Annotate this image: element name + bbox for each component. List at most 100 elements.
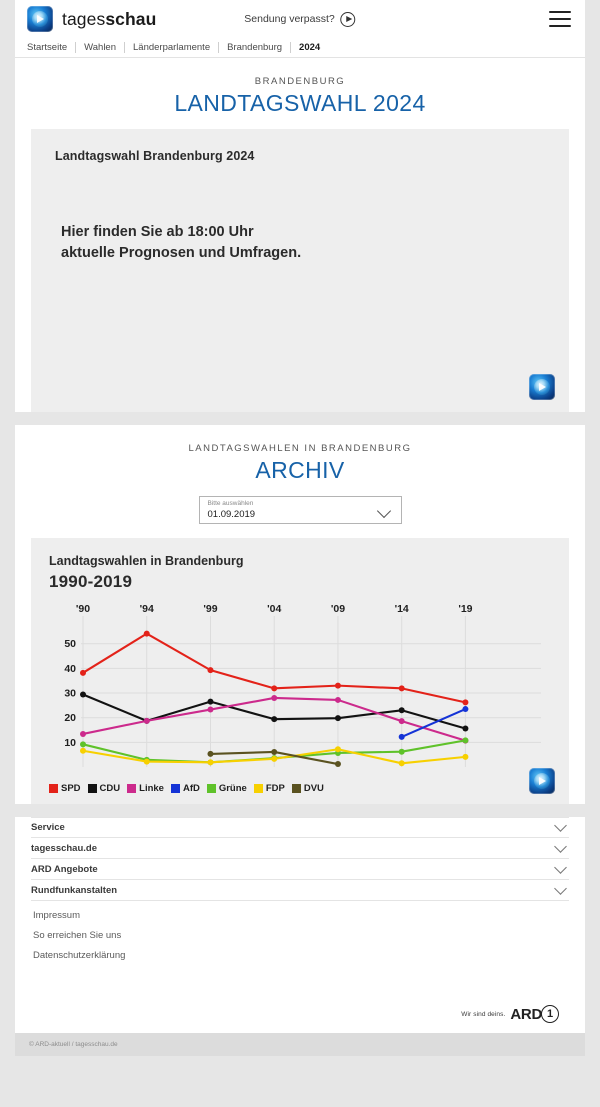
legend-label: Grüne xyxy=(218,783,247,794)
svg-text:'90: '90 xyxy=(76,603,90,615)
tagesschau-logo-link[interactable]: tagesschau xyxy=(27,6,156,32)
archive-date-select[interactable]: Bitte auswählen 01.09.2019 xyxy=(198,496,402,524)
archive-select-value: 01.09.2019 xyxy=(207,508,256,520)
copyright-bar: © ARD-aktuell / tagesschau.de xyxy=(15,1033,585,1056)
breadcrumb-separator xyxy=(75,42,77,53)
chart-title: Landtagswahlen in Brandenburg xyxy=(49,554,244,568)
legend-label: Linke xyxy=(139,783,164,794)
legend-swatch-icon xyxy=(127,784,137,793)
footer-accordion-label: ARD Angebote xyxy=(31,863,98,875)
svg-text:20: 20 xyxy=(64,712,76,724)
header-top-bar: tagesschau Sendung verpasst? xyxy=(15,0,585,38)
site-footer: Service tagesschau.de ARD Angebote Rundf… xyxy=(15,817,585,1033)
site-header: tagesschau Sendung verpasst? Startseite … xyxy=(15,0,585,58)
brand-wordmark-light: tages xyxy=(62,8,106,29)
legend-item-grüne[interactable]: Grüne xyxy=(206,783,247,794)
sendung-verpasst-label: Sendung verpasst? xyxy=(244,13,335,25)
legend-swatch-icon xyxy=(49,784,58,793)
footer-shell: Service tagesschau.de ARD Angebote Rundf… xyxy=(15,817,585,1056)
section-gap xyxy=(0,412,600,425)
election-section-title: BRANDENBURG LANDTAGSWAHL 2024 xyxy=(15,58,585,129)
legend-label: SPD xyxy=(61,783,81,794)
tagesschau-badge-icon xyxy=(529,374,555,400)
copyright-text: © ARD-aktuell / tagesschau.de xyxy=(29,1041,118,1048)
svg-text:'14: '14 xyxy=(395,603,409,615)
footer-accordion-ard-angebote[interactable]: ARD Angebote xyxy=(31,859,569,880)
sendung-verpasst-link[interactable]: Sendung verpasst? xyxy=(244,11,356,27)
archive-section-title: LANDTAGSWAHLEN IN BRANDENBURG ARCHIV xyxy=(15,425,585,496)
archive-chart-card: Landtagswahlen in Brandenburg 1990-2019 … xyxy=(31,538,569,804)
footer-link-impressum[interactable]: Impressum xyxy=(33,910,80,921)
ard-claim-text: Wir sind deins. xyxy=(461,1010,506,1018)
tagesschau-logo-icon xyxy=(27,6,53,32)
breadcrumb-item-2024: 2024 xyxy=(299,42,321,53)
legend-item-cdu[interactable]: CDU xyxy=(87,783,121,794)
breadcrumb-separator xyxy=(290,42,292,53)
hamburger-icon-line xyxy=(549,11,571,13)
election-kicker: BRANDENBURG xyxy=(254,76,346,87)
election-headline: LANDTAGSWAHL 2024 xyxy=(174,90,426,116)
breadcrumb-item-brandenburg[interactable]: Brandenburg xyxy=(227,42,283,53)
teaser-heading: Landtagswahl Brandenburg 2024 xyxy=(55,149,255,163)
ard-logo-icon: ARD xyxy=(510,1005,559,1023)
chart-subtitle: 1990-2019 xyxy=(49,572,133,591)
teaser-body: Hier finden Sie ab 18:00 Uhr aktuelle Pr… xyxy=(61,222,301,265)
chevron-down-icon[interactable] xyxy=(554,860,567,874)
svg-text:'99: '99 xyxy=(203,603,217,615)
legend-label: DVU xyxy=(303,783,324,794)
brand-wordmark: tagesschau xyxy=(62,9,156,30)
menu-button[interactable] xyxy=(549,11,571,27)
legend-item-fdp[interactable]: FDP xyxy=(253,783,285,794)
footer-link-kontakt[interactable]: So erreichen Sie uns xyxy=(33,930,122,941)
footer-accordion-label: Rundfunkanstalten xyxy=(31,884,118,896)
legend-label: CDU xyxy=(99,783,121,794)
svg-text:40: 40 xyxy=(64,663,76,675)
svg-text:'94: '94 xyxy=(140,603,154,615)
svg-text:'19: '19 xyxy=(458,603,472,615)
chart-svg: '90 '94 '99 '04 '09 '14 '19 10 20 30 40 50 xyxy=(64,603,541,768)
chart-legend: SPD CDU Linke AfD Grüne FDP DVU xyxy=(49,783,551,794)
footer-accordion-service[interactable]: Service xyxy=(31,817,569,838)
chevron-down-icon[interactable] xyxy=(554,819,567,832)
svg-text:'09: '09 xyxy=(331,603,345,615)
legend-swatch-icon xyxy=(291,784,301,793)
hamburger-icon-line xyxy=(549,18,571,20)
footer-accordion-tagesschau-de[interactable]: tagesschau.de xyxy=(31,838,569,859)
chevron-down-icon[interactable] xyxy=(554,839,567,853)
legend-label: FDP xyxy=(265,783,285,794)
legend-item-linke[interactable]: Linke xyxy=(127,783,164,794)
breadcrumb-separator xyxy=(124,42,125,53)
svg-text:10: 10 xyxy=(64,737,76,749)
archive-kicker: LANDTAGSWAHLEN IN BRANDENBURG xyxy=(188,443,412,454)
svg-text:30: 30 xyxy=(64,688,76,700)
hamburger-icon-line xyxy=(549,25,571,27)
legend-label: AfD xyxy=(182,783,200,794)
archive-headline: ARCHIV xyxy=(255,457,345,483)
svg-text:'04: '04 xyxy=(267,603,281,615)
chevron-down-icon[interactable] xyxy=(554,881,567,895)
legend-item-afd[interactable]: AfD xyxy=(170,783,200,794)
legend-swatch-icon xyxy=(206,784,216,793)
breadcrumb-item-wahlen[interactable]: Wahlen xyxy=(84,42,116,53)
svg-text:50: 50 xyxy=(64,638,76,650)
legend-item-spd[interactable]: SPD xyxy=(49,783,81,794)
archive-shell: LANDTAGSWAHLEN IN BRANDENBURG ARCHIV Bit… xyxy=(15,425,585,804)
ard-one-icon xyxy=(541,1005,559,1023)
ard-logo-block: Wir sind deins. ARD xyxy=(31,961,569,1033)
section-gap xyxy=(0,804,600,817)
brand-wordmark-bold: schau xyxy=(105,8,157,29)
footer-accordion-label: Service xyxy=(31,822,65,833)
archive-select-wrap: Bitte auswählen 01.09.2019 xyxy=(15,496,585,538)
election-teaser-card[interactable]: Landtagswahl Brandenburg 2024 Hier finde… xyxy=(31,129,569,412)
teaser-body-line-1: Hier finden Sie ab 18:00 Uhr xyxy=(61,224,254,240)
breadcrumb-item-laenderparlamente[interactable]: Länderparlamente xyxy=(133,42,211,53)
teaser-body-line-2: aktuelle Prognosen und Umfragen. xyxy=(61,245,302,262)
breadcrumb-separator xyxy=(218,42,220,53)
legend-swatch-icon xyxy=(87,784,97,793)
breadcrumb-item-startseite[interactable]: Startseite xyxy=(27,42,68,53)
legend-item-dvu[interactable]: DVU xyxy=(291,783,324,794)
footer-link-datenschutz[interactable]: Datenschutzerklärung xyxy=(33,950,126,961)
play-icon[interactable] xyxy=(340,11,356,27)
footer-accordion-rundfunkanstalten[interactable]: Rundfunkanstalten xyxy=(31,880,569,901)
legend-swatch-icon xyxy=(170,784,180,793)
